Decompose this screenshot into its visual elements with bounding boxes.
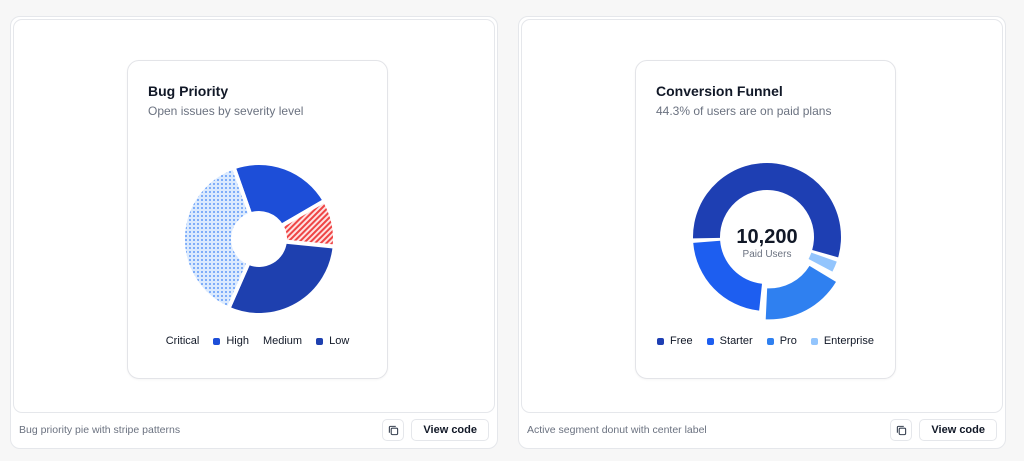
panel-footer: Active segment donut with center label V… — [519, 412, 1005, 448]
legend-swatch — [706, 337, 714, 345]
example-panel-bug-priority: Bug Priority Open issues by severity lev… — [10, 16, 498, 449]
copy-icon — [896, 425, 907, 435]
legend-swatch — [316, 337, 324, 345]
legend-item-high: High — [213, 335, 249, 347]
legend-label: Free — [670, 335, 693, 347]
preview-area: Conversion Funnel 44.3% of users are on … — [521, 19, 1003, 413]
view-code-button[interactable]: View code — [411, 419, 489, 441]
legend-label: Low — [329, 335, 350, 347]
legend-swatch — [766, 337, 774, 345]
legend-label: High — [226, 335, 249, 347]
slice-free[interactable] — [693, 163, 841, 258]
copy-button[interactable] — [382, 419, 405, 441]
slice-enterprise[interactable] — [808, 252, 837, 272]
slice-low[interactable] — [226, 239, 337, 317]
legend-item-pro: Pro — [766, 335, 797, 347]
legend-label: Enterprise — [823, 335, 874, 347]
legend-item-low: Low — [316, 335, 349, 347]
chart-legend: Free Starter Pro Enterprise — [636, 335, 895, 347]
copy-button[interactable] — [890, 419, 913, 441]
panel-description: Bug priority pie with stripe patterns — [19, 424, 181, 436]
legend-swatch — [213, 337, 221, 345]
chart-legend: Critical High Medium Low — [128, 335, 387, 347]
chart-title: Bug Priority — [148, 83, 229, 99]
chart-subtitle: Open issues by severity level — [148, 104, 304, 118]
legend-label: Critical — [165, 335, 200, 347]
slice-starter[interactable] — [693, 240, 763, 311]
slice-medium[interactable] — [181, 165, 253, 311]
slice-pro[interactable] — [765, 265, 836, 320]
copy-icon — [388, 425, 399, 435]
chart-title: Conversion Funnel — [656, 83, 783, 99]
legend-item-enterprise: Enterprise — [810, 335, 874, 347]
bug-priority-pie-chart — [181, 161, 337, 317]
chart-card: Bug Priority Open issues by severity lev… — [127, 60, 388, 379]
view-code-button[interactable]: View code — [919, 419, 997, 441]
conversion-funnel-donut-chart: 10,200 Paid Users — [693, 163, 841, 320]
legend-swatch — [810, 337, 818, 345]
center-label: Paid Users — [743, 249, 792, 260]
chart-subtitle: 44.3% of users are on paid plans — [656, 104, 832, 118]
preview-area: Bug Priority Open issues by severity lev… — [13, 19, 495, 413]
legend-item-starter: Starter — [706, 335, 753, 347]
legend-item-critical: Critical — [166, 335, 200, 347]
legend-label: Pro — [779, 335, 797, 347]
legend-item-medium: Medium — [263, 335, 302, 347]
legend-label: Medium — [262, 335, 303, 347]
slice-high[interactable] — [231, 161, 327, 228]
legend-item-free: Free — [657, 335, 693, 347]
center-value: 10,200 — [736, 226, 797, 248]
panel-description: Active segment donut with center label — [527, 424, 707, 436]
legend-label: Starter — [719, 335, 753, 347]
panel-footer: Bug priority pie with stripe patterns Vi… — [11, 412, 497, 448]
example-panel-conversion-funnel: Conversion Funnel 44.3% of users are on … — [518, 16, 1006, 449]
legend-swatch — [657, 337, 665, 345]
chart-card: Conversion Funnel 44.3% of users are on … — [635, 60, 896, 379]
